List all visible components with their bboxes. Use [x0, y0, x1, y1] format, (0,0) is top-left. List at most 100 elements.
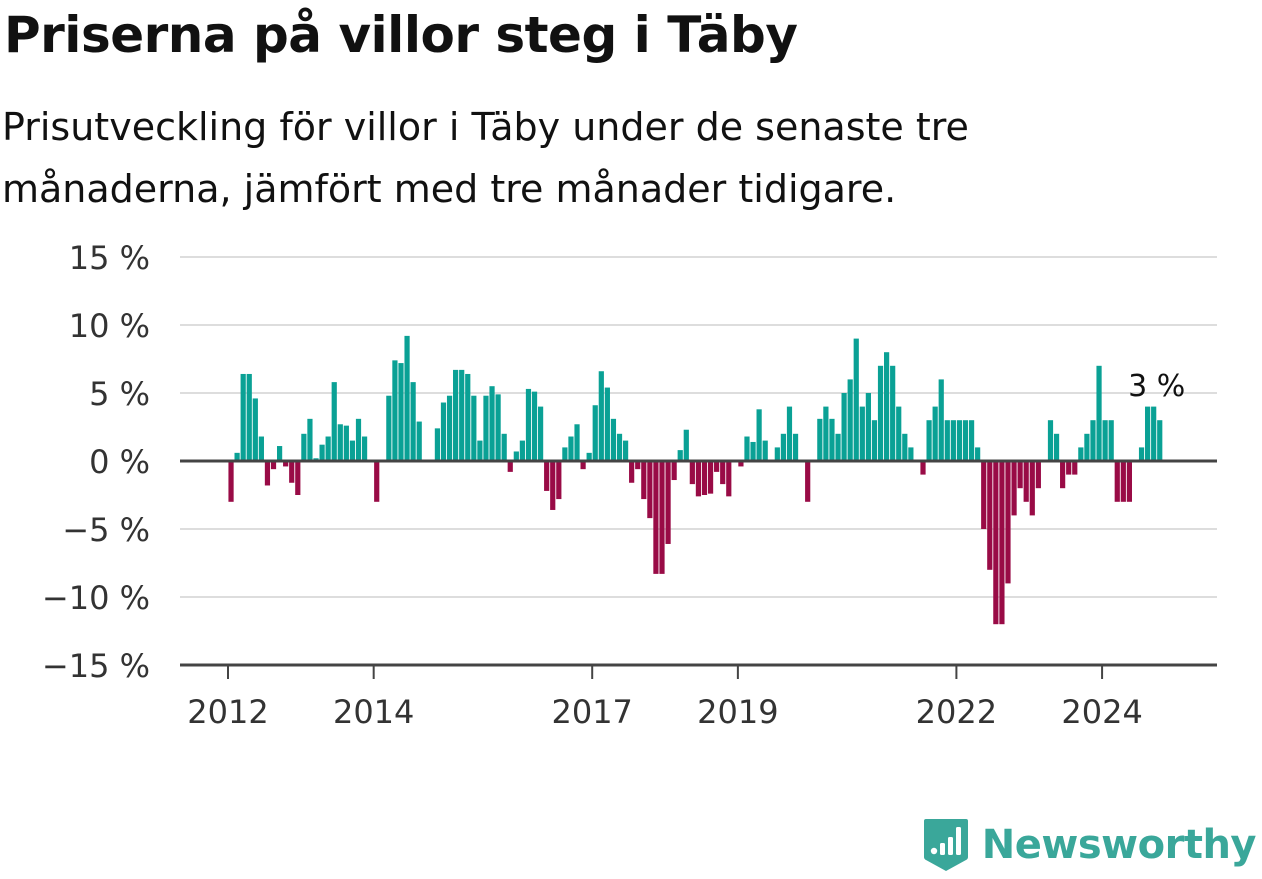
bar [920, 461, 926, 475]
bar [349, 440, 356, 461]
bar [956, 420, 963, 461]
chart-subtitle: Prisutveckling för villor i Täby under d… [2, 105, 969, 211]
bar [780, 433, 786, 461]
bar [738, 461, 744, 467]
bar [944, 420, 950, 461]
bar [938, 379, 944, 461]
bar [1066, 461, 1072, 475]
bar [234, 452, 240, 461]
bars [228, 335, 1163, 625]
bar [1151, 406, 1157, 461]
y-tick-label: 15 % [69, 239, 150, 277]
bar [586, 452, 592, 461]
bar [355, 418, 362, 461]
bar [908, 447, 914, 461]
bar [489, 386, 495, 461]
bar [1084, 433, 1090, 461]
bar [252, 398, 258, 461]
bar [289, 461, 295, 483]
bar [264, 461, 271, 486]
bar [1090, 420, 1096, 461]
bar [538, 406, 544, 461]
bar [665, 461, 671, 544]
bar [981, 461, 987, 529]
bar [786, 406, 793, 461]
bar [513, 451, 519, 461]
chart-title: Priserna på villor steg i Täby [4, 6, 798, 64]
y-tick-label: 0 % [89, 443, 150, 481]
bar [950, 420, 956, 461]
bar [1157, 420, 1163, 461]
bar [501, 433, 507, 461]
bar [932, 406, 938, 461]
bar [459, 369, 465, 461]
bar [701, 461, 708, 495]
bar [568, 436, 574, 461]
bar [750, 441, 756, 461]
bar [386, 395, 392, 461]
bar [277, 446, 283, 461]
bar [926, 420, 932, 461]
bar [1126, 461, 1132, 502]
bar [398, 363, 404, 461]
bar [1005, 461, 1011, 584]
bar [805, 461, 811, 502]
bar [647, 461, 653, 519]
x-tick-label: 2017 [551, 693, 632, 731]
newsworthy-logo-icon [923, 819, 968, 871]
bar [483, 395, 489, 461]
bar [896, 406, 902, 461]
bar [531, 391, 538, 461]
bar [544, 461, 550, 491]
bar [562, 447, 568, 461]
x-tick-label: 2012 [187, 693, 268, 731]
bar [1138, 447, 1145, 461]
bar [416, 421, 422, 461]
bar [859, 406, 865, 461]
bar [1023, 461, 1029, 502]
bar [258, 436, 264, 461]
y-tick-label: 5 % [89, 375, 150, 413]
x-tick-label: 2014 [333, 693, 414, 731]
bar [361, 436, 368, 461]
bar [550, 461, 556, 510]
y-tick-label: −5 % [62, 511, 150, 549]
bar [604, 387, 610, 461]
bar [325, 436, 331, 461]
bar [622, 440, 629, 461]
bar [446, 395, 453, 461]
bar [865, 393, 871, 461]
bar [1017, 461, 1023, 489]
bar [574, 424, 580, 461]
bar [319, 444, 325, 461]
bar [507, 461, 513, 472]
bar [1035, 461, 1041, 489]
bar [853, 338, 859, 461]
bar [1108, 420, 1114, 461]
bar [792, 433, 799, 461]
bar [671, 461, 677, 481]
bar [343, 425, 349, 461]
bar [1114, 461, 1120, 502]
bar [1011, 461, 1017, 516]
bar [1120, 461, 1126, 502]
axes [180, 459, 1217, 679]
bar [720, 461, 726, 485]
bar [228, 461, 234, 502]
bar [1096, 365, 1102, 461]
x-tick-label: 2024 [1061, 693, 1142, 731]
bar [817, 418, 823, 461]
bar [307, 418, 313, 461]
bar [1029, 461, 1035, 516]
bar [453, 369, 459, 461]
bar [774, 447, 780, 461]
bar [580, 461, 586, 470]
bar [301, 433, 307, 461]
bar-chart: 15 % 10 % 5 % 0 % −5 % −10 % −15 % 2012 2014 2017… [42, 239, 1217, 731]
bar [477, 440, 483, 461]
bar [434, 428, 441, 461]
bar [525, 388, 532, 461]
bar [653, 461, 659, 574]
x-tick-label: 2019 [697, 693, 778, 731]
bar [1053, 433, 1060, 461]
